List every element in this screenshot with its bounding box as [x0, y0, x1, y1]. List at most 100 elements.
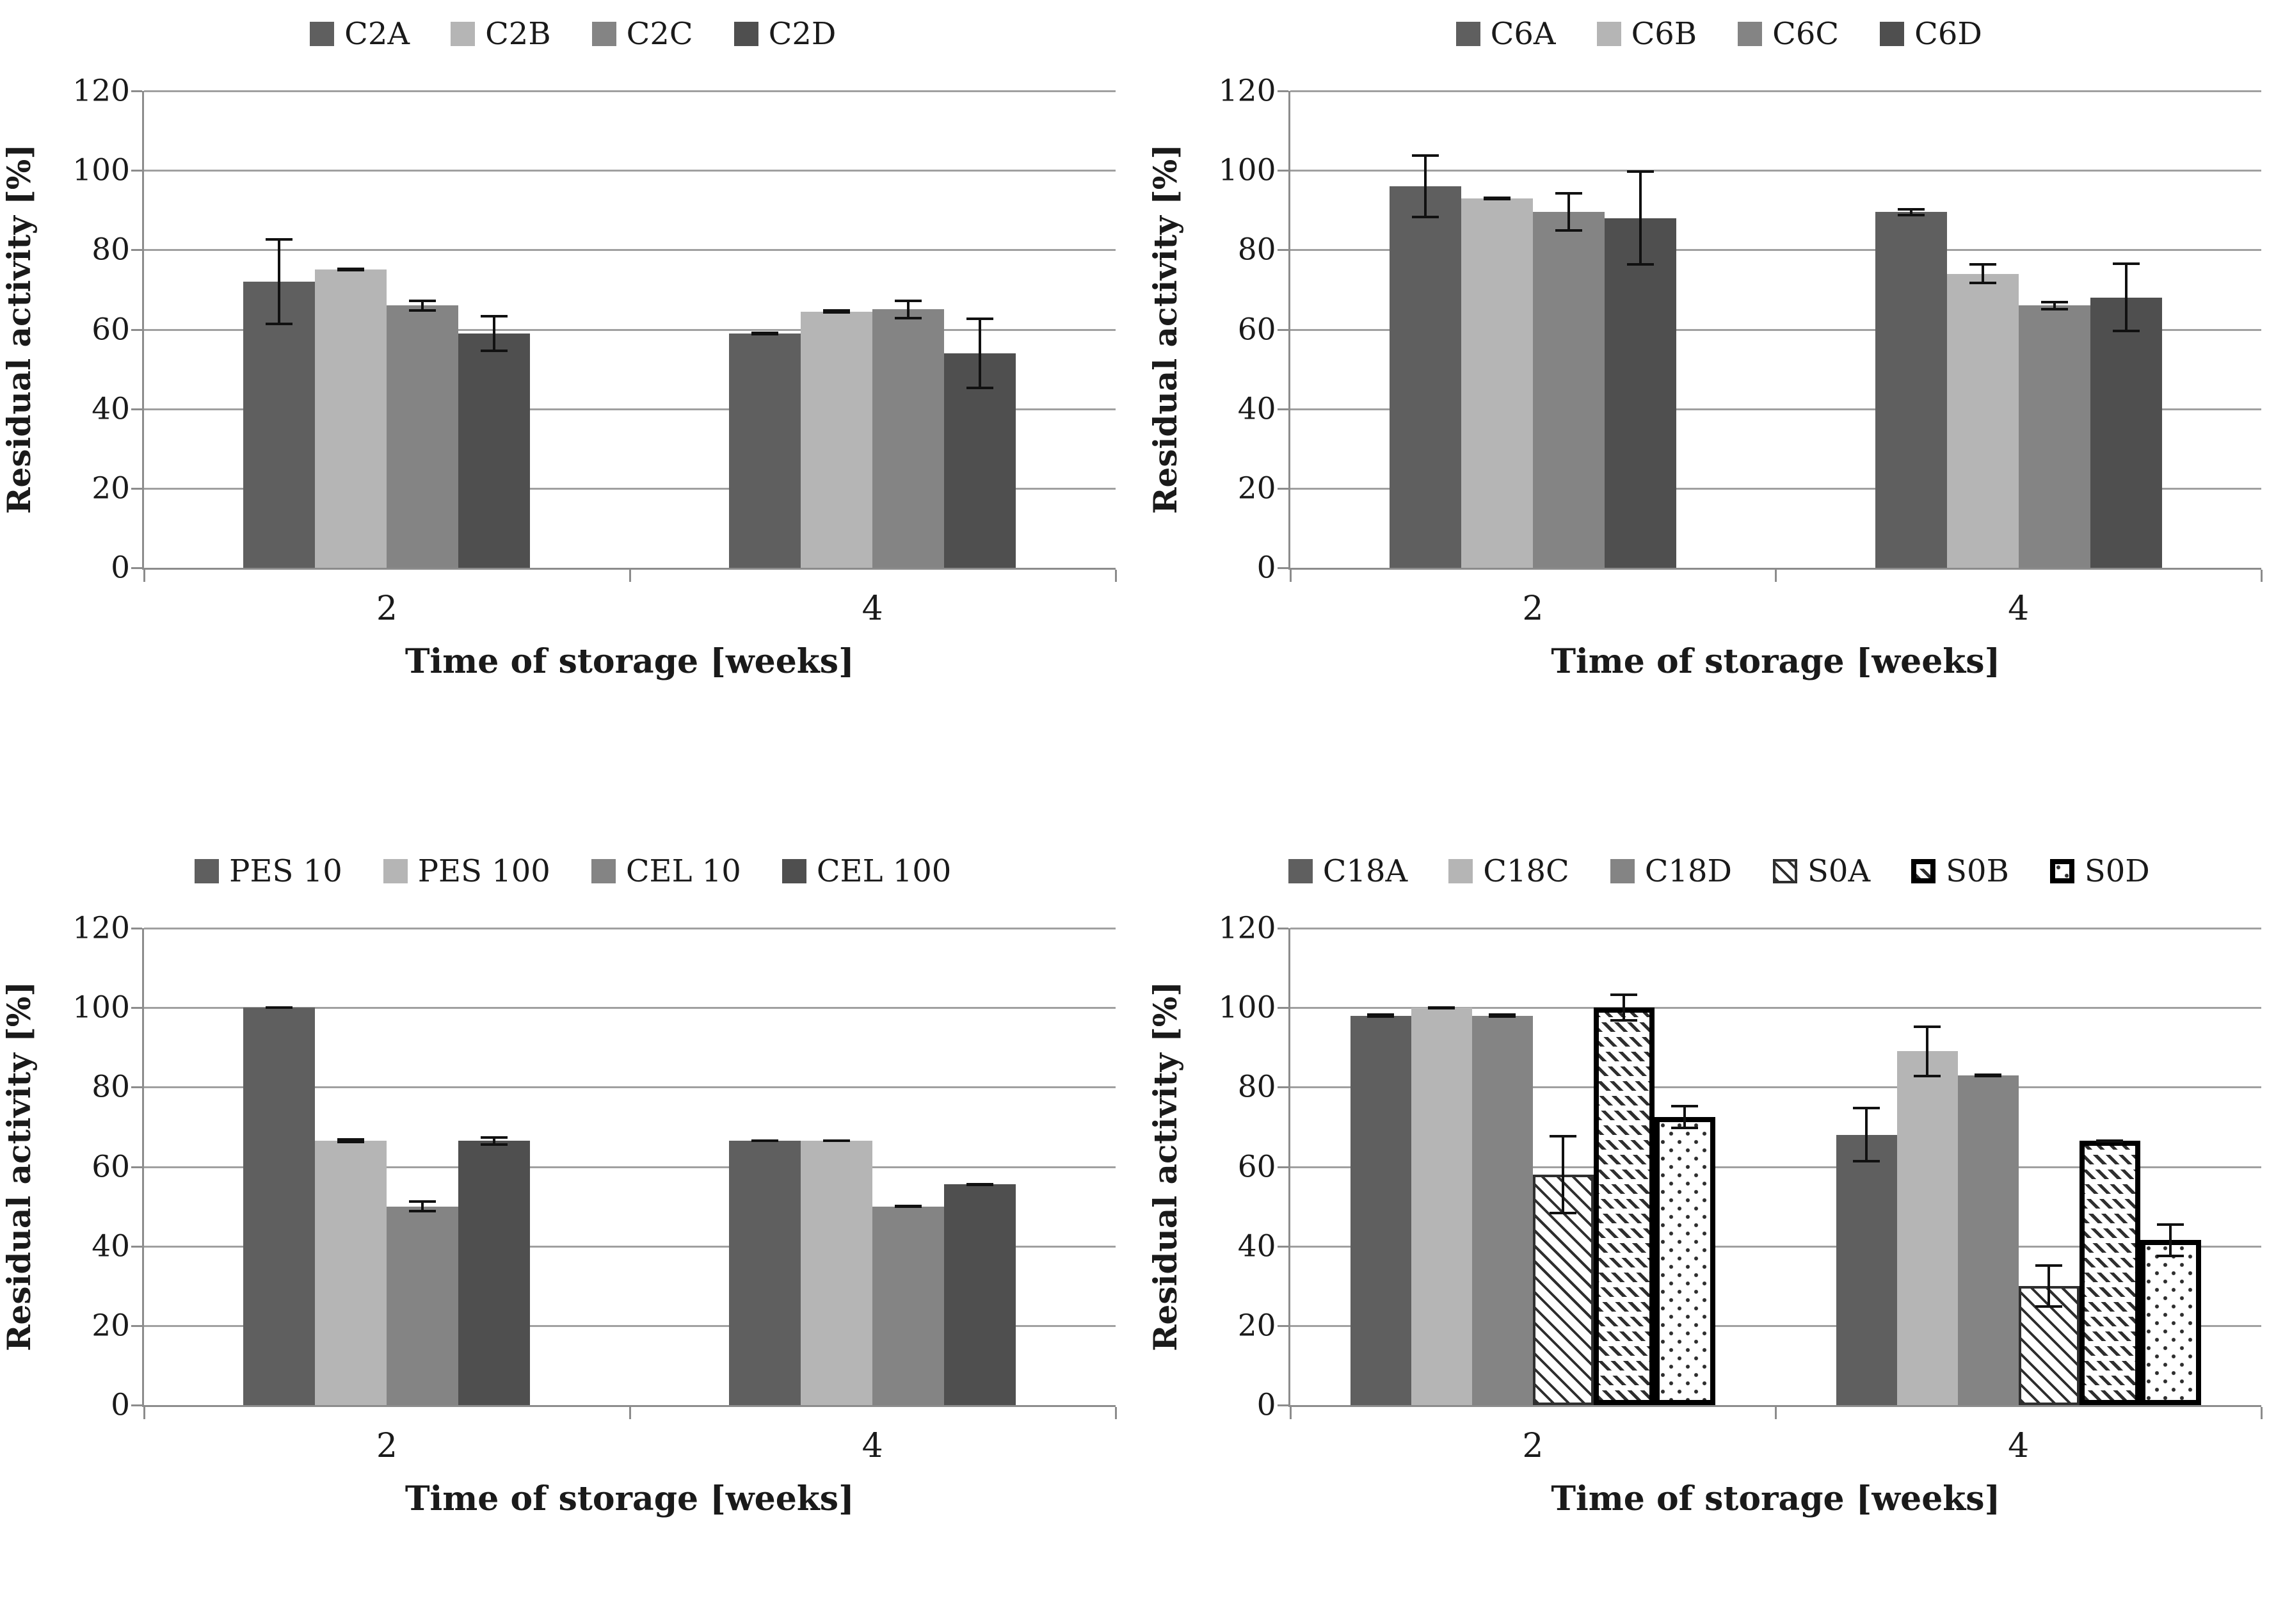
y-tick-mark [131, 487, 142, 490]
legend-label: C6C [1772, 16, 1839, 52]
error-bar [266, 237, 293, 326]
x-tick-mark [1114, 1407, 1117, 1419]
error-bar-cap-bottom [337, 1141, 365, 1144]
plot-area [1277, 90, 2263, 582]
legend-label: C2B [485, 16, 551, 52]
error-bar [1411, 154, 1439, 218]
gridline [144, 1007, 1116, 1009]
error-bar [1853, 1107, 1880, 1163]
y-tick-mark [131, 408, 142, 410]
y-axis-tick-labels: 0 20 40 60 80 100 120 [1207, 76, 1290, 583]
error-bar-cap-top [1555, 192, 1582, 195]
error-bar-cap-bottom [895, 316, 922, 319]
y-tick-label: 40 [92, 1228, 130, 1264]
error-bar-cap-bottom [751, 1139, 779, 1142]
bar-C2A-week4 [729, 333, 801, 568]
error-bar-cap-top [1367, 1013, 1395, 1017]
legend-item: S0D [2049, 856, 2150, 887]
error-bar-cap-bottom [337, 269, 365, 272]
error-bar [2096, 1139, 2124, 1143]
bar-S0D-week2 [1654, 1116, 1715, 1405]
gridline [144, 328, 1116, 331]
legend-label: C2A [344, 16, 410, 52]
gridline [144, 487, 1116, 490]
y-tick-label: 20 [92, 470, 130, 506]
legend-label: C18C [1483, 853, 1569, 889]
x-tick-label: 2 [376, 1427, 397, 1465]
bar-C6D-week2 [1604, 218, 1676, 568]
legend-label: S0A [1807, 853, 1871, 889]
legend-label: C18A [1322, 853, 1408, 889]
error-bar-line [493, 1136, 496, 1146]
y-tick-mark [131, 1324, 142, 1327]
error-bar-cap-bottom [1914, 1074, 1941, 1077]
gridline [1290, 487, 2261, 490]
error-bar [1610, 993, 1638, 1022]
gridline [1290, 249, 2261, 252]
error-bar-cap-bottom [2112, 330, 2140, 333]
error-bar-cap-top [409, 1200, 437, 1203]
y-tick-mark [1277, 928, 1288, 929]
legend: PES 10 PES 100 CEL 10 CEL 100 [0, 848, 1146, 895]
error-bar-cap-bottom [1489, 1015, 1516, 1018]
error-bar-line [1423, 154, 1427, 218]
x-tick-label: 4 [862, 1427, 883, 1465]
legend-item: C2D [733, 16, 837, 52]
legend-item: C2B [451, 19, 551, 49]
y-tick-label: 120 [72, 910, 130, 946]
error-bar [1969, 263, 1996, 284]
error-bar-cap-bottom [266, 1006, 293, 1009]
error-bar-cap-top [1969, 263, 1996, 266]
plot-area [131, 90, 1117, 582]
legend-swatch-icon [1288, 859, 1313, 883]
error-bar-line [2053, 300, 2056, 310]
y-axis-title: Residual activity [%] [1146, 144, 1184, 515]
y-tick-label: 120 [1218, 910, 1276, 946]
bar-C2C-week2 [387, 305, 459, 568]
y-tick-mark [131, 249, 142, 252]
y-axis-title: Residual activity [%] [0, 144, 38, 515]
bar-CEL 10-week2 [387, 1206, 459, 1405]
error-bar-cap-bottom [1555, 229, 1582, 232]
error-bar-line [979, 317, 982, 389]
y-tick-label: 100 [72, 152, 130, 188]
gridline [1290, 1324, 2261, 1327]
bar-CEL 10-week4 [872, 1206, 945, 1405]
error-bar-line [1909, 208, 1912, 216]
y-axis-line [1288, 91, 1290, 570]
error-bar-cap-top [895, 299, 922, 302]
bar-C18A-week4 [1836, 1134, 1897, 1405]
y-axis-tick-labels: 0 20 40 60 80 100 120 [1207, 913, 1290, 1420]
error-bar-cap-bottom [1626, 263, 1654, 266]
legend-swatch-icon [1738, 22, 1763, 46]
y-tick-mark [131, 328, 142, 331]
legend-item: S0B [1911, 856, 2009, 887]
gridline [144, 249, 1116, 252]
error-bar-line [907, 299, 910, 319]
legend-label: CEL 10 [625, 853, 741, 889]
bar-C2B-week2 [315, 269, 387, 568]
y-tick-label: 20 [1237, 470, 1276, 506]
gridline [1290, 170, 2261, 172]
y-tick-label: 60 [1237, 312, 1276, 347]
gridline [1290, 928, 2261, 929]
error-bar-cap-top [2157, 1223, 2184, 1226]
legend-swatch-icon [1773, 859, 1798, 883]
y-tick-label: 100 [1218, 990, 1276, 1025]
error-bar-line [493, 314, 496, 352]
chart-top-right: C6A C6B C6C C6D Residual activity [%] 0 20 40 60… [1146, 0, 2292, 812]
legend: C6A C6B C6C C6D [1146, 10, 2292, 58]
y-tick-label: 20 [92, 1308, 130, 1344]
error-bar [481, 1136, 508, 1146]
y-tick-mark [131, 567, 142, 569]
gridline [1290, 1245, 2261, 1248]
legend-swatch-icon [1448, 859, 1473, 883]
legend-item: C6A [1455, 19, 1556, 49]
error-bar-cap-top [2035, 1264, 2063, 1267]
legend-label: C2D [768, 16, 837, 52]
error-bar-cap-top [481, 1136, 508, 1139]
error-bar [1975, 1073, 2002, 1077]
chart-body: Residual activity [%] 0 20 40 60 80 100 120 [0, 913, 1117, 1420]
